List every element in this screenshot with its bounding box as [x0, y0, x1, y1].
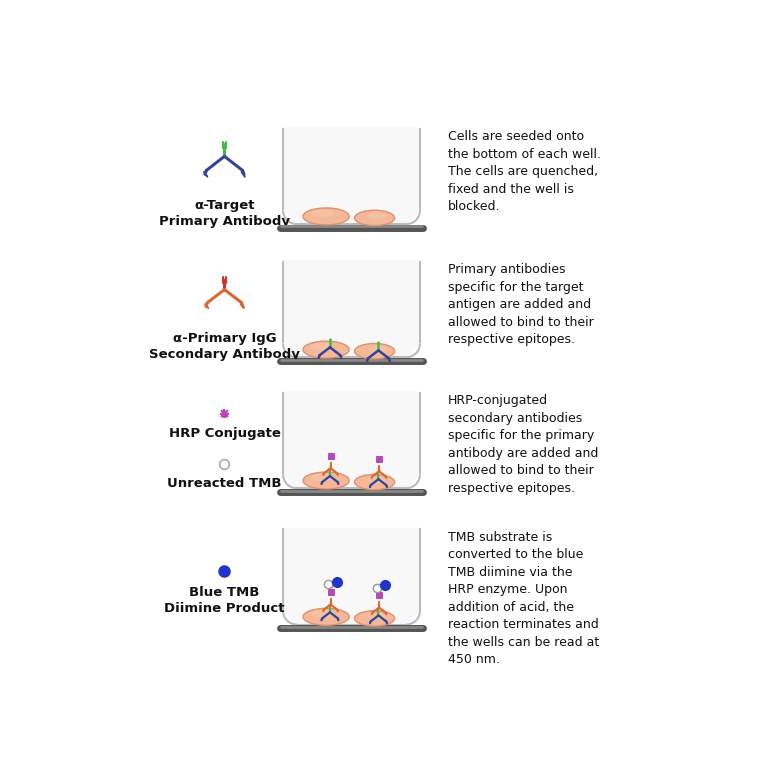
- Ellipse shape: [303, 472, 349, 489]
- Ellipse shape: [311, 209, 334, 217]
- Ellipse shape: [354, 344, 395, 359]
- Ellipse shape: [354, 210, 395, 225]
- Polygon shape: [283, 392, 419, 488]
- Ellipse shape: [367, 613, 387, 620]
- Text: α-Target
Primary Antibody: α-Target Primary Antibody: [159, 199, 290, 228]
- Text: Primary antibodies
specific for the target
antigen are added and
allowed to bind: Primary antibodies specific for the targ…: [448, 264, 594, 346]
- Text: Cells are seeded onto
the bottom of each well.
The cells are quenched,
fixed and: Cells are seeded onto the bottom of each…: [448, 130, 601, 213]
- Ellipse shape: [303, 608, 349, 625]
- Polygon shape: [283, 528, 419, 624]
- Ellipse shape: [367, 476, 387, 483]
- Ellipse shape: [311, 474, 334, 481]
- Polygon shape: [283, 261, 419, 358]
- Ellipse shape: [354, 474, 395, 490]
- Polygon shape: [283, 128, 419, 224]
- Ellipse shape: [311, 343, 334, 351]
- Ellipse shape: [367, 212, 387, 219]
- Text: Unreacted TMB: Unreacted TMB: [167, 478, 282, 490]
- Text: HRP Conjugate: HRP Conjugate: [169, 427, 280, 440]
- Text: HRP-conjugated
secondary antibodies
specific for the primary
antibody are added : HRP-conjugated secondary antibodies spec…: [448, 394, 598, 495]
- Text: α-Primary IgG
Secondary Antibody: α-Primary IgG Secondary Antibody: [149, 332, 300, 361]
- Ellipse shape: [367, 345, 387, 352]
- Ellipse shape: [303, 208, 349, 225]
- Ellipse shape: [311, 610, 334, 617]
- Text: Blue TMB
Diimine Product: Blue TMB Diimine Product: [164, 587, 285, 616]
- Ellipse shape: [354, 610, 395, 626]
- Text: TMB substrate is
converted to the blue
TMB diimine via the
HRP enzyme. Upon
addi: TMB substrate is converted to the blue T…: [448, 530, 599, 666]
- Ellipse shape: [303, 342, 349, 358]
